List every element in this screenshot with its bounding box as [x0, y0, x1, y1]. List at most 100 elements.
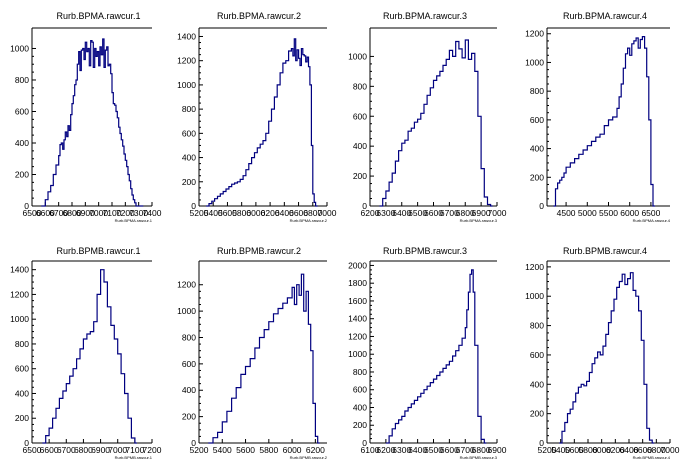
x-tick-label: 5500 — [599, 208, 618, 218]
y-tick-label: 200 — [15, 413, 29, 423]
x-tick-label: 7200 — [116, 208, 135, 218]
histogram-series — [379, 39, 493, 207]
histogram-series — [41, 38, 144, 207]
x-tick-label: 5600 — [236, 445, 255, 455]
x-tick-label: 6800 — [472, 445, 491, 455]
x-tick-label: 6000 — [620, 208, 639, 218]
x-tick-label: 6900 — [472, 208, 491, 218]
y-tick-label: 1800 — [348, 278, 367, 288]
x-tick-label: 6800 — [303, 208, 322, 218]
y-tick-label: 800 — [15, 339, 29, 349]
x-tick-label: 7400 — [143, 208, 162, 218]
y-tick-label: 1000 — [525, 57, 544, 67]
y-tick-label: 0 — [539, 201, 544, 211]
histogram-series — [385, 269, 487, 444]
x-tick-label: 5600 — [218, 208, 237, 218]
x-tick-label: 6000 — [592, 445, 611, 455]
x-tick-label: 6000 — [283, 445, 302, 455]
x-tick-label: 5200 — [538, 445, 557, 455]
x-tick-label: 6700 — [49, 208, 68, 218]
y-tick-label: 1200 — [525, 262, 544, 272]
x-tick-label: 5800 — [259, 445, 278, 455]
y-tick-label: 0 — [362, 201, 367, 211]
panel-6: 0 200 400 600 800 1000 1200 5200 5400 5600 5800 600… — [177, 245, 328, 460]
x-tick-label: 7000 — [488, 208, 507, 218]
y-tick-label: 1200 — [10, 289, 29, 299]
y-tick-label: 800 — [182, 104, 196, 114]
title-box — [385, 10, 465, 22]
x-tick-label: 6200 — [261, 208, 280, 218]
x-tick-label: 5000 — [578, 208, 597, 218]
panel-1: 0 200 400 600 800 1000 65006600670068006900700… — [10, 10, 162, 223]
y-tick-label: 600 — [182, 128, 196, 138]
panel-3: 0 200 400 600 800 1000 62006300640065006600670… — [348, 10, 507, 223]
x-tick-label: 7000 — [89, 208, 108, 218]
x-tick-label: 6500 — [23, 208, 42, 218]
x-axis-label: Rurb.BPMA.rawcur.3 — [460, 218, 498, 223]
y-tick-label: 1000 — [10, 43, 29, 53]
x-tick-label: 6500 — [424, 445, 443, 455]
y-tick-label: 400 — [182, 385, 196, 395]
y-tick-label: 1000 — [177, 306, 196, 316]
panel-7: 0 200 400 600 800 1000 1200 1400 1600 1800 2000 610… — [348, 245, 507, 460]
x-tick-label: 7100 — [125, 445, 144, 455]
x-tick-label: 6900 — [76, 208, 95, 218]
panel-5: 0 200 400 600 800 1000 1200 1400 650066006700680… — [10, 245, 162, 460]
panel-title: Rurb.BPMB.rawcur.3 — [383, 246, 467, 256]
y-tick-label: 1200 — [177, 56, 196, 66]
x-tick-label: 6400 — [275, 208, 294, 218]
y-tick-label: 0 — [539, 438, 544, 448]
x-tick-label: 6200 — [376, 445, 395, 455]
x-tick-label: 5400 — [551, 445, 570, 455]
panel-title: Rurb.BPMA.rawcur.3 — [383, 11, 467, 21]
x-axis-label: Rurb.BPMA.rawcur.2 — [290, 218, 328, 223]
y-tick-label: 1000 — [348, 51, 367, 61]
title-box — [47, 10, 150, 22]
histogram-series — [206, 38, 318, 207]
y-tick-label: 200 — [530, 172, 544, 182]
x-tick-label: 6700 — [440, 208, 459, 218]
y-tick-label: 600 — [530, 350, 544, 360]
x-tick-label: 6000 — [246, 208, 265, 218]
x-tick-label: 5200 — [190, 208, 209, 218]
x-tick-label: 4500 — [557, 208, 576, 218]
title-box — [562, 10, 648, 22]
x-tick-label: 6200 — [606, 445, 625, 455]
y-tick-label: 600 — [353, 385, 367, 395]
y-tick-label: 1200 — [525, 29, 544, 39]
y-tick-label: 1000 — [177, 80, 196, 90]
y-tick-label: 1200 — [348, 331, 367, 341]
x-tick-label: 6300 — [392, 445, 411, 455]
x-tick-label: 6300 — [376, 208, 395, 218]
title-box — [562, 245, 648, 257]
x-tick-label: 6600 — [440, 445, 459, 455]
panel-2: 0 200 400 600 800 1000 1200 1400 520054005600580… — [177, 10, 337, 223]
x-tick-label: 6600 — [289, 208, 308, 218]
y-tick-label: 400 — [15, 138, 29, 148]
x-tick-label: 6700 — [456, 445, 475, 455]
title-box — [218, 245, 300, 257]
y-tick-label: 800 — [182, 332, 196, 342]
panel-4: 0 200 400 600 800 1000 1200 4500 5000 5500 6000 650… — [525, 10, 671, 223]
y-tick-label: 400 — [353, 402, 367, 412]
x-tick-label: 6800 — [456, 208, 475, 218]
y-tick-label: 200 — [353, 171, 367, 181]
y-tick-label: 400 — [530, 144, 544, 154]
x-tick-label: 6100 — [361, 445, 380, 455]
y-tick-label: 2000 — [348, 260, 367, 270]
x-tick-label: 6600 — [633, 445, 652, 455]
y-tick-label: 400 — [15, 388, 29, 398]
y-tick-label: 800 — [15, 75, 29, 85]
x-tick-label: 6500 — [408, 208, 427, 218]
y-tick-label: 600 — [15, 106, 29, 116]
x-axis-label: Rurb.BPMB.rawcur.1 — [115, 455, 153, 460]
x-tick-label: 6200 — [306, 445, 325, 455]
panel-title: Rurb.BPMB.rawcur.1 — [56, 246, 140, 256]
y-tick-label: 800 — [530, 86, 544, 96]
y-tick-label: 800 — [353, 81, 367, 91]
panel-8: 0 200 400 600 800 1000 1200 5200540056005800600… — [525, 245, 680, 460]
y-tick-label: 1400 — [10, 265, 29, 275]
x-tick-label: 6600 — [40, 445, 59, 455]
title-box — [385, 245, 465, 257]
